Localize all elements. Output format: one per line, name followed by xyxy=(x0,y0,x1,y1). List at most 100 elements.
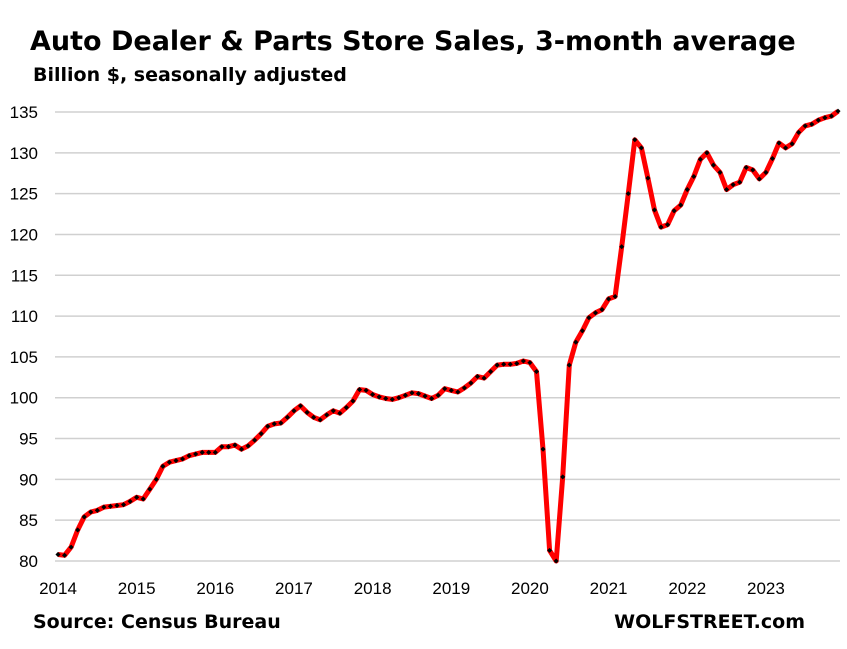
data-point xyxy=(396,395,402,401)
x-tick-label: 2023 xyxy=(747,579,785,598)
data-point xyxy=(789,141,795,147)
data-point xyxy=(599,307,605,313)
data-point xyxy=(199,449,205,455)
data-point xyxy=(376,394,382,400)
brand-label: WOLFSTREET.com xyxy=(614,611,805,633)
data-point xyxy=(468,380,474,386)
data-point xyxy=(717,169,723,175)
data-point xyxy=(173,458,179,464)
data-point xyxy=(265,423,271,429)
data-point xyxy=(776,140,782,146)
data-point xyxy=(540,446,546,452)
data-point xyxy=(481,375,487,381)
data-point xyxy=(474,373,481,380)
data-point xyxy=(324,412,330,418)
data-point xyxy=(442,386,448,392)
data-point xyxy=(193,451,199,457)
data-point xyxy=(533,369,540,375)
data-point xyxy=(402,392,408,398)
data-point xyxy=(488,369,494,375)
data-point xyxy=(153,476,159,482)
data-point xyxy=(461,385,467,391)
data-point xyxy=(330,408,336,414)
data-point xyxy=(448,387,454,393)
data-point xyxy=(88,509,94,515)
y-tick-label: 110 xyxy=(11,307,38,326)
data-point xyxy=(514,360,520,366)
data-point xyxy=(225,444,231,450)
data-point xyxy=(179,456,186,462)
x-tick-label: 2015 xyxy=(118,579,156,598)
data-point xyxy=(245,443,251,449)
data-point xyxy=(422,393,428,399)
data-point xyxy=(370,391,376,398)
data-point xyxy=(206,449,212,455)
y-tick-label: 85 xyxy=(19,511,38,530)
data-point xyxy=(166,459,172,465)
data-point xyxy=(147,486,153,492)
data-point xyxy=(697,156,703,162)
data-point xyxy=(140,496,146,502)
data-point xyxy=(75,527,81,533)
data-point xyxy=(383,395,389,402)
data-point xyxy=(311,414,317,420)
data-point xyxy=(553,558,559,564)
data-point xyxy=(710,162,717,168)
data-point xyxy=(304,409,310,415)
data-point xyxy=(252,437,258,443)
data-point xyxy=(232,442,238,448)
data-point xyxy=(284,414,290,420)
data-point xyxy=(566,362,572,368)
data-point xyxy=(271,421,277,427)
y-tick-label: 95 xyxy=(19,430,38,449)
data-point xyxy=(389,396,395,402)
data-point xyxy=(592,310,599,316)
data-point xyxy=(186,453,192,459)
x-tick-label: 2022 xyxy=(668,579,706,598)
data-point xyxy=(212,449,218,455)
data-point xyxy=(455,389,461,395)
data-point xyxy=(429,395,435,402)
y-tick-label: 135 xyxy=(10,103,38,122)
data-point xyxy=(435,392,441,398)
y-tick-label: 130 xyxy=(10,144,38,163)
y-tick-label: 80 xyxy=(19,552,38,571)
y-tick-label: 120 xyxy=(10,225,38,244)
data-point xyxy=(127,498,133,504)
data-point xyxy=(343,404,349,411)
y-tick-label: 115 xyxy=(11,266,38,285)
x-tick-label: 2018 xyxy=(354,579,392,598)
data-point xyxy=(783,145,789,151)
data-point xyxy=(297,403,304,409)
x-tick-label: 2014 xyxy=(39,579,77,598)
data-point xyxy=(573,339,579,345)
data-point xyxy=(356,387,363,393)
y-tick-label: 90 xyxy=(19,470,38,489)
x-tick-label: 2020 xyxy=(511,579,549,598)
data-point xyxy=(291,408,297,414)
data-point xyxy=(730,182,736,188)
data-point xyxy=(501,361,507,367)
data-point xyxy=(547,547,553,553)
data-point xyxy=(278,420,284,426)
data-point xyxy=(763,169,769,175)
y-tick-label: 125 xyxy=(10,185,38,204)
source-note: Source: Census Bureau xyxy=(33,611,281,633)
data-point xyxy=(507,361,513,367)
data-point xyxy=(317,417,323,423)
data-point xyxy=(409,390,415,396)
data-point xyxy=(494,362,500,368)
x-tick-label: 2019 xyxy=(432,579,470,598)
data-point xyxy=(134,494,140,500)
data-point xyxy=(350,398,356,404)
data-point xyxy=(219,444,225,450)
data-point xyxy=(363,387,369,393)
x-tick-label: 2016 xyxy=(196,579,234,598)
data-point xyxy=(415,391,422,397)
chart-title: Auto Dealer & Parts Store Sales, 3-month… xyxy=(30,26,796,57)
x-tick-label: 2021 xyxy=(590,579,628,598)
x-tick-label: 2017 xyxy=(275,579,313,598)
data-point xyxy=(337,410,343,416)
